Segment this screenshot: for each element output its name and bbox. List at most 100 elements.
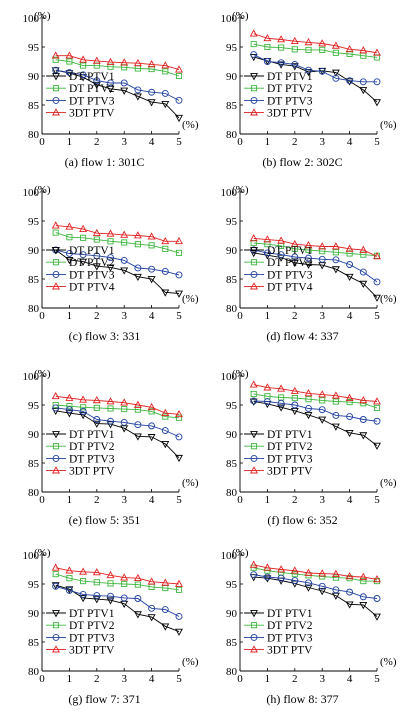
y-tick-label: 95 (28, 400, 40, 412)
data-point (148, 242, 155, 249)
data-point (277, 59, 285, 67)
data-point (66, 403, 73, 410)
data-point (249, 250, 258, 258)
x-tick-label: 3 (121, 310, 127, 322)
y-tick-label: 80 (226, 129, 238, 141)
data-point (305, 66, 312, 74)
data-point (290, 566, 299, 574)
data-point (93, 236, 100, 243)
data-point (51, 407, 60, 416)
data-point (147, 60, 156, 68)
data-point (332, 256, 340, 264)
data-point (359, 245, 368, 253)
data-point (52, 404, 60, 412)
data-point (290, 386, 299, 394)
data-point (175, 414, 183, 421)
x-tick-label: 0 (237, 673, 243, 685)
data-point (161, 427, 169, 434)
data-point (318, 67, 326, 75)
data-point (345, 273, 354, 282)
y-unit-label: (%) (34, 10, 51, 22)
x-tick-label: 3 (319, 136, 325, 148)
chart-caption: (e) flow 5: 351 (69, 513, 141, 527)
data-point (161, 100, 170, 109)
data-point (318, 582, 326, 590)
data-point (93, 77, 101, 85)
series-line (253, 401, 378, 446)
x-tick-label: 5 (176, 310, 182, 322)
series-line (55, 69, 180, 101)
x-unit-label: (%) (380, 656, 397, 668)
y-tick-label: 80 (28, 303, 40, 315)
chart-caption: (a) flow 1: 301C (65, 155, 145, 169)
series-line (55, 232, 180, 254)
data-point (318, 569, 327, 577)
data-point (147, 402, 156, 411)
data-point (175, 454, 183, 463)
data-point (92, 396, 101, 404)
data-point (290, 36, 299, 45)
data-point (161, 441, 170, 449)
data-point (162, 68, 169, 75)
series-line (55, 585, 180, 617)
legend-marker (250, 282, 258, 290)
data-point (121, 580, 128, 588)
data-point (175, 72, 183, 80)
legend-marker (52, 282, 60, 290)
legend-marker (250, 73, 258, 81)
y-tick-label: 85 (226, 100, 238, 112)
series-line (55, 410, 180, 459)
x-tick-label: 0 (237, 494, 243, 506)
legend-marker (250, 259, 258, 266)
data-point (277, 384, 286, 392)
y-tick-label: 100 (221, 13, 238, 25)
legend-label: DT PTV3 (267, 95, 313, 107)
data-point (93, 416, 101, 423)
data-point (65, 410, 74, 418)
series-line (253, 567, 377, 582)
x-tick-label: 1 (67, 673, 73, 685)
data-point (304, 241, 313, 249)
y-tick-label: 90 (226, 245, 238, 257)
data-point (278, 44, 285, 51)
data-point (277, 565, 286, 573)
y-tick-label: 95 (28, 216, 40, 228)
data-point (304, 261, 313, 269)
data-point (133, 433, 142, 441)
data-point (264, 43, 271, 51)
data-point (93, 592, 101, 600)
data-point (332, 411, 340, 419)
data-point (304, 568, 313, 576)
legend-label: DT PTV3 (69, 632, 115, 644)
x-tick-label: 2 (94, 673, 100, 685)
data-point (107, 238, 114, 245)
data-point (290, 580, 299, 588)
data-point (318, 406, 326, 414)
data-point (277, 254, 286, 262)
data-point (134, 241, 141, 248)
data-point (66, 575, 73, 582)
data-point (107, 592, 114, 600)
data-point (147, 614, 156, 622)
x-tick-label: 4 (149, 136, 155, 148)
legend-marker (52, 73, 60, 81)
data-point (304, 412, 313, 420)
data-point (106, 570, 115, 579)
x-tick-label: 4 (347, 673, 353, 685)
data-point (304, 38, 313, 46)
y-tick-label: 85 (28, 458, 40, 470)
x-tick-label: 2 (292, 136, 298, 148)
data-point (373, 99, 381, 107)
data-point (305, 405, 312, 412)
x-tick-label: 0 (39, 673, 45, 685)
data-point (291, 401, 299, 409)
x-tick-label: 4 (149, 494, 155, 506)
series-line (55, 404, 180, 419)
series-line (253, 574, 378, 599)
data-point (107, 417, 114, 425)
data-point (65, 250, 73, 257)
data-point (93, 404, 100, 411)
x-tick-label: 1 (265, 673, 271, 685)
y-tick-label: 85 (28, 274, 40, 286)
